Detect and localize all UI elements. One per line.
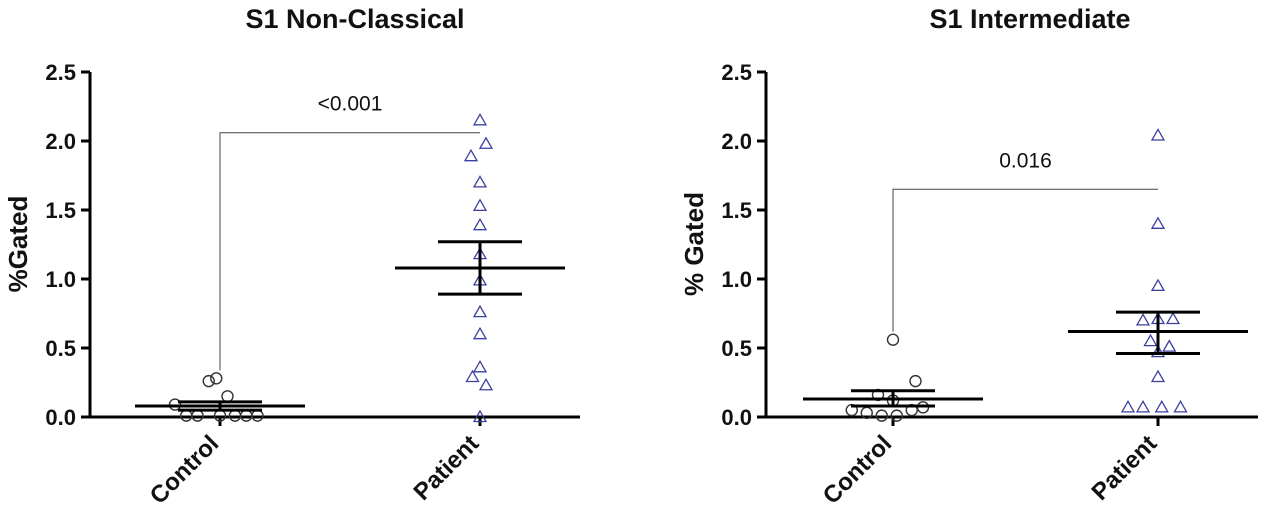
plot-area: 0.0 0.5 1.0 1.5 2.0 2.5 Control Patient <0.001 — [45, 60, 580, 510]
panel-intermediate: S1 Intermediate % Gated 0.0 0.5 1.0 1.5 2.0 2… — [679, 4, 1258, 510]
y-tick-label: 0.5 — [721, 336, 752, 361]
data-point-circle — [221, 390, 234, 403]
y-tick-label: 2.0 — [45, 129, 76, 154]
data-point-triangle — [472, 175, 488, 188]
panel-non-classical: S1 Non-Classical %Gated 0.0 0.5 1.0 1.5 2.0 2… — [3, 4, 580, 510]
data-point-triangle — [1162, 339, 1177, 352]
data-point-circle — [890, 409, 903, 422]
data-point-circle — [210, 372, 223, 385]
data-point-triangle — [1173, 400, 1188, 413]
data-point-circle — [202, 374, 215, 388]
data-point-circle — [875, 409, 888, 422]
data-point-triangle — [1150, 344, 1166, 358]
y-tick-label: 2.5 — [45, 60, 76, 85]
p-value-label: 0.016 — [999, 149, 1052, 172]
y-tick-label: 1.5 — [721, 198, 752, 223]
plot-area: 0.0 0.5 1.0 1.5 2.0 2.5 Control Patient 0.016 — [721, 60, 1258, 510]
data-point-triangle — [1150, 369, 1166, 383]
data-point-triangle — [1154, 400, 1169, 413]
p-value-label: <0.001 — [318, 93, 383, 116]
data-point-triangle — [1120, 400, 1136, 413]
data-point-triangle — [472, 217, 488, 231]
data-point-triangle — [1135, 400, 1151, 413]
data-point-triangle — [472, 326, 488, 340]
y-axis-label: %Gated — [3, 196, 33, 293]
data-point-triangle — [472, 198, 488, 212]
data-point-triangle — [463, 148, 479, 162]
data-point-triangle — [472, 112, 488, 126]
data-point-circle — [909, 374, 922, 388]
y-tick-label: 0.0 — [721, 405, 752, 430]
chart-title: S1 Non-Classical — [245, 4, 464, 34]
x-tick-label: Patient — [1087, 430, 1163, 506]
data-point-triangle — [1150, 128, 1166, 141]
y-tick-label: 0.5 — [45, 336, 76, 361]
y-tick-label: 1.0 — [45, 267, 76, 292]
x-tick-label: Control — [818, 430, 897, 509]
data-point-triangle — [1150, 278, 1166, 292]
data-point-circle — [886, 333, 900, 346]
data-point-triangle — [472, 409, 488, 423]
y-tick-label: 1.5 — [45, 198, 76, 223]
data-point-triangle — [1165, 311, 1181, 325]
y-tick-label: 1.0 — [721, 267, 752, 292]
x-tick-label: Patient — [409, 430, 485, 506]
data-point-triangle — [465, 369, 480, 383]
significance-bracket — [219, 132, 480, 371]
y-tick-label: 2.5 — [721, 60, 752, 85]
significance-bracket — [892, 188, 1158, 332]
data-point-triangle — [478, 377, 494, 391]
data-point-triangle — [472, 304, 488, 318]
data-point-triangle — [1135, 313, 1151, 326]
x-tick-label: Control — [145, 430, 224, 509]
y-tick-label: 2.0 — [721, 129, 752, 154]
data-point-triangle — [478, 136, 494, 149]
data-point-triangle — [1143, 333, 1158, 347]
data-point-triangle — [1150, 216, 1166, 229]
chart-title: S1 Intermediate — [929, 4, 1130, 34]
y-tick-label: 0.0 — [45, 405, 76, 430]
y-axis-label: % Gated — [679, 192, 709, 296]
data-point-triangle — [472, 360, 488, 373]
